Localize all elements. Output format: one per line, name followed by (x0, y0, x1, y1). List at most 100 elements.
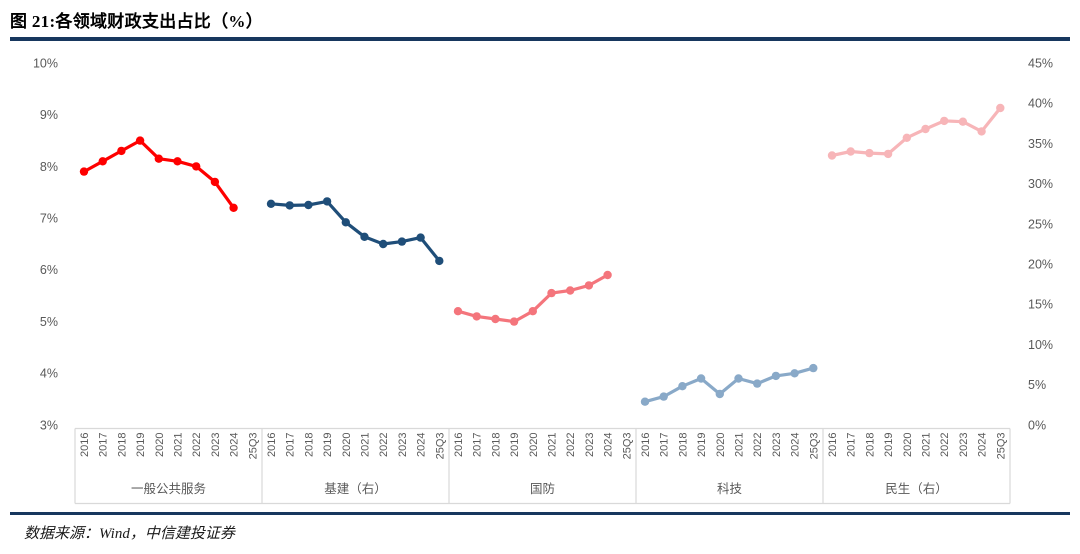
x-tick-year-label: 2023 (584, 433, 596, 457)
data-point (304, 200, 313, 210)
x-tick-year-label: 2018 (677, 433, 689, 457)
data-point (509, 317, 519, 326)
data-point (547, 288, 556, 298)
data-point (491, 314, 500, 324)
x-tick-year-label: 2023 (958, 433, 970, 457)
x-tick-year-label: 2022 (939, 433, 951, 457)
x-tick-year-label: 2020 (715, 433, 727, 457)
data-point (902, 133, 911, 142)
data-point (715, 389, 724, 399)
x-tick-year-label: 2021 (734, 433, 746, 457)
x-tick-year-label: 2021 (173, 433, 185, 457)
data-point (173, 157, 182, 166)
data-point (940, 116, 949, 126)
data-point (921, 124, 930, 134)
x-tick-year-label: 2018 (116, 433, 128, 457)
right-axis-tick-label: 25% (1028, 217, 1053, 231)
data-point (696, 374, 706, 383)
left-axis-tick-label: 6% (40, 263, 58, 277)
x-tick-year-label: 2018 (303, 433, 315, 457)
x-tick-year-label: 2024 (790, 433, 802, 457)
x-tick-year-label: 2016 (266, 433, 278, 457)
x-tick-year-label: 2020 (154, 433, 166, 457)
series-line (82, 139, 236, 210)
left-axis-tick-label: 9% (40, 108, 58, 122)
x-tick-year-label: 2016 (827, 433, 839, 457)
data-point (322, 197, 332, 206)
data-point (416, 233, 425, 242)
x-tick-year-label: 2023 (771, 433, 783, 457)
data-point (603, 270, 612, 280)
data-point (584, 281, 594, 290)
series-2 (266, 197, 444, 266)
data-point (640, 397, 650, 406)
data-point (379, 239, 388, 249)
left-axis-tick-label: 10% (33, 56, 58, 70)
data-point (977, 127, 986, 136)
series-line (830, 106, 1002, 158)
data-point (659, 392, 668, 401)
data-point (192, 162, 201, 171)
data-point (397, 237, 407, 246)
left-axis-tick-label: 5% (40, 315, 58, 329)
x-tick-year-label: 2024 (229, 433, 241, 457)
x-tick-year-label: 2022 (752, 433, 764, 457)
x-tick-year-label: 2020 (528, 433, 540, 457)
x-tick-year-label: 25Q3 (621, 433, 633, 460)
x-tick-year-label: 2017 (285, 433, 297, 457)
data-point (883, 149, 893, 159)
left-axis-tick-label: 4% (40, 367, 58, 381)
right-axis-tick-label: 40% (1028, 97, 1053, 111)
data-point (435, 256, 444, 266)
data-point (996, 103, 1005, 113)
data-point (528, 307, 537, 316)
right-axis-tick-label: 30% (1028, 177, 1053, 191)
x-tick-year-label: 25Q3 (995, 433, 1007, 460)
x-tick-year-label: 2017 (472, 433, 484, 457)
data-point (734, 374, 743, 383)
data-point (846, 147, 855, 156)
x-tick-year-label: 2019 (509, 433, 521, 457)
x-tick-year-label: 2017 (659, 433, 671, 457)
data-point (453, 307, 463, 316)
right-axis-tick-label: 45% (1028, 56, 1053, 70)
x-tick-year-label: 2022 (565, 433, 577, 457)
left-axis-tick-label: 3% (40, 418, 58, 432)
x-tick-year-label: 2022 (191, 433, 203, 457)
right-axis-tick-label: 5% (1028, 378, 1046, 392)
data-point (790, 369, 799, 378)
data-point (753, 379, 762, 388)
x-tick-year-label: 2020 (902, 433, 914, 457)
series-4 (640, 363, 818, 406)
x-tick-year-label: 2017 (846, 433, 858, 457)
data-point (827, 151, 837, 160)
x-tick-year-label: 2016 (640, 433, 652, 457)
data-point (865, 148, 874, 158)
x-tick-year-label: 2024 (977, 433, 989, 457)
right-axis-tick-label: 15% (1028, 298, 1053, 312)
x-tick-year-label: 2019 (322, 433, 334, 457)
x-tick-year-label: 2021 (360, 433, 372, 457)
right-axis-tick-label: 35% (1028, 137, 1053, 151)
x-tick-year-label: 2018 (490, 433, 502, 457)
series-5 (827, 103, 1005, 160)
x-tick-year-label: 2021 (921, 433, 933, 457)
chart-title: 图 21:各领域财政支出占比（%） (10, 12, 264, 31)
x-tick-year-label: 25Q3 (808, 433, 820, 460)
x-tick-year-label: 2020 (341, 433, 353, 457)
series-3 (453, 270, 612, 326)
x-tick-year-label: 2019 (135, 433, 147, 457)
x-tick-year-label: 2018 (864, 433, 876, 457)
x-tick-year-label: 2016 (79, 433, 91, 457)
x-tick-year-label: 2016 (453, 433, 465, 457)
data-point (79, 167, 89, 176)
x-tick-year-label: 2021 (547, 433, 559, 457)
series-line (269, 199, 441, 263)
data-point (210, 177, 220, 187)
source-rule (10, 512, 1070, 515)
axis-frame (74, 427, 1011, 505)
data-point (360, 232, 369, 241)
data-point (229, 203, 238, 212)
